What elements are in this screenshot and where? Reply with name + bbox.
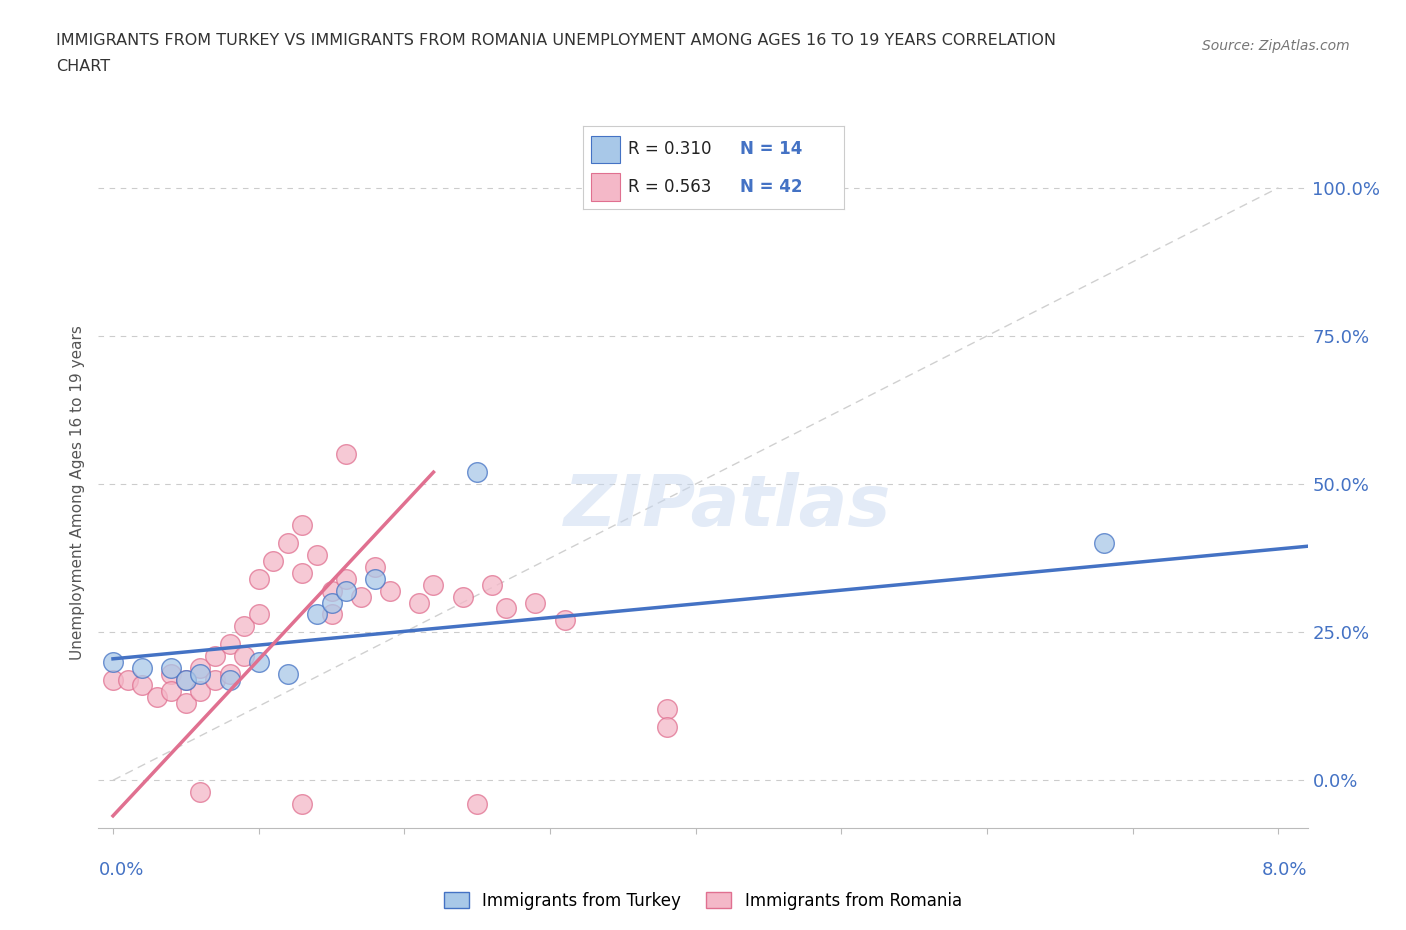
Point <box>321 607 343 622</box>
Point <box>465 465 488 480</box>
Point <box>160 666 183 681</box>
Point <box>101 655 124 670</box>
Point <box>291 518 314 533</box>
Point <box>655 702 678 717</box>
Text: Source: ZipAtlas.com: Source: ZipAtlas.com <box>1202 39 1350 53</box>
Point <box>524 595 547 610</box>
Point <box>190 660 212 675</box>
Text: N = 42: N = 42 <box>740 178 801 195</box>
Y-axis label: Unemployment Among Ages 16 to 19 years: Unemployment Among Ages 16 to 19 years <box>69 326 84 660</box>
Text: N = 14: N = 14 <box>740 140 801 158</box>
Point <box>218 672 240 687</box>
Point <box>321 583 343 598</box>
Text: CHART: CHART <box>56 59 110 73</box>
Point <box>247 571 270 586</box>
Point <box>350 590 373 604</box>
Point <box>233 618 256 633</box>
Text: 8.0%: 8.0% <box>1263 860 1308 879</box>
Point <box>101 672 124 687</box>
Point <box>335 447 357 462</box>
Point <box>378 583 401 598</box>
Legend: Immigrants from Turkey, Immigrants from Romania: Immigrants from Turkey, Immigrants from … <box>437 885 969 916</box>
Point <box>364 560 387 575</box>
Point <box>335 583 357 598</box>
Point <box>174 696 197 711</box>
Text: IMMIGRANTS FROM TURKEY VS IMMIGRANTS FROM ROMANIA UNEMPLOYMENT AMONG AGES 16 TO : IMMIGRANTS FROM TURKEY VS IMMIGRANTS FRO… <box>56 33 1056 47</box>
Point <box>174 672 197 687</box>
Point <box>305 548 328 563</box>
Text: R = 0.310: R = 0.310 <box>627 140 711 158</box>
Point <box>131 660 153 675</box>
Point <box>655 720 678 735</box>
Point <box>247 655 270 670</box>
Point <box>277 536 299 551</box>
Point <box>262 553 284 568</box>
Point <box>190 785 212 800</box>
Bar <box>592 173 620 201</box>
Text: 0.0%: 0.0% <box>98 860 143 879</box>
Point <box>218 636 240 651</box>
Point <box>364 571 387 586</box>
Point <box>291 565 314 580</box>
Point <box>291 797 314 812</box>
Point <box>335 571 357 586</box>
Point <box>451 590 474 604</box>
Text: R = 0.563: R = 0.563 <box>627 178 711 195</box>
Point <box>204 648 226 663</box>
Point <box>408 595 430 610</box>
Point <box>495 601 517 616</box>
Point <box>277 666 299 681</box>
Point <box>190 666 212 681</box>
Point <box>321 595 343 610</box>
Point <box>218 666 240 681</box>
Bar <box>592 136 620 164</box>
Point <box>247 607 270 622</box>
Point <box>117 672 139 687</box>
Point <box>160 684 183 698</box>
Text: ZIPatlas: ZIPatlas <box>564 472 891 540</box>
Point <box>204 672 226 687</box>
Point <box>481 578 503 592</box>
Point <box>190 684 212 698</box>
Point <box>131 678 153 693</box>
Point <box>422 578 444 592</box>
Point <box>554 613 576 628</box>
Point <box>160 660 183 675</box>
Point <box>305 607 328 622</box>
Point <box>465 797 488 812</box>
Point <box>145 690 167 705</box>
Point <box>1092 536 1115 551</box>
Point <box>174 672 197 687</box>
Point <box>233 648 256 663</box>
